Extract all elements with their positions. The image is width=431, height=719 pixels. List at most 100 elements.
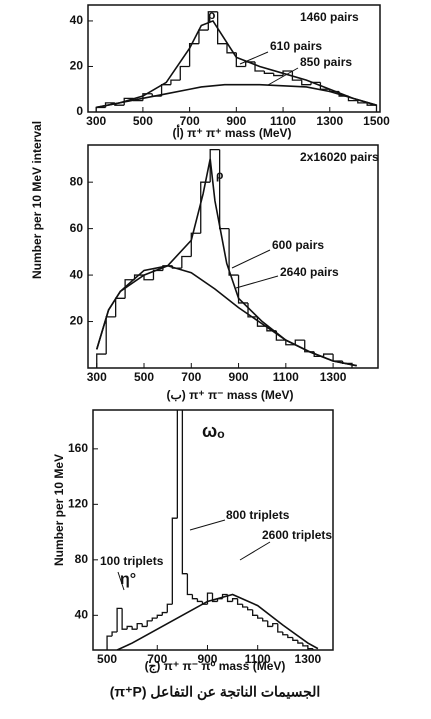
histogram-bar — [297, 640, 303, 644]
x-tick-label: 300 — [86, 114, 106, 128]
histogram-bar — [257, 615, 263, 619]
y-tick-label: 160 — [68, 441, 88, 455]
histogram-bar — [190, 232, 201, 257]
histogram-bar — [216, 11, 227, 45]
histogram-bar — [231, 598, 238, 602]
histogram-bar — [161, 611, 168, 616]
histogram-bar — [287, 634, 293, 639]
y-axis-label: Number per 10 MeV interval — [30, 121, 44, 279]
histogram-bar — [228, 228, 239, 276]
histogram-bar — [115, 297, 126, 317]
x-tick-label: 700 — [180, 114, 200, 128]
histogram-bar — [111, 631, 118, 637]
leader — [235, 275, 279, 289]
fit-curve — [116, 593, 319, 650]
leader — [117, 571, 125, 591]
y-tick-label: 0 — [76, 104, 83, 118]
annotation: 2640 pairs — [280, 265, 339, 279]
x-axis-label: (ب) π⁺ π⁻ mass (MeV) — [166, 388, 293, 402]
histogram-bar — [241, 604, 248, 608]
annotation: 800 triplets — [226, 508, 290, 522]
histogram-bar — [123, 97, 134, 106]
histogram-bar — [366, 102, 378, 112]
histogram-bar — [171, 517, 178, 605]
histogram-bar — [96, 353, 107, 368]
x-tick-label: 300 — [87, 370, 107, 384]
annotation: η° — [120, 571, 136, 588]
x-tick-label: 1500 — [363, 114, 390, 128]
x-tick-label: 1100 — [245, 652, 271, 666]
histogram-bar — [146, 620, 153, 627]
plot-frame — [87, 144, 379, 369]
x-tick-label: 700 — [147, 652, 167, 666]
histogram-bar — [262, 618, 268, 622]
histogram-bar — [285, 340, 296, 346]
histogram-bar — [237, 275, 249, 304]
leader — [189, 519, 226, 531]
annotation: 850 pairs — [300, 55, 352, 69]
histogram-bar — [196, 598, 203, 603]
histogram-bar — [166, 603, 173, 613]
histogram-bar — [272, 622, 278, 627]
annotation: 600 pairs — [272, 238, 324, 252]
x-axis-label: (ج) π⁺ π⁻ π⁰ mass (MeV) — [145, 659, 286, 674]
histogram-bar — [116, 607, 123, 632]
annotation: 100 triplets — [100, 554, 164, 568]
histogram-bar — [121, 608, 128, 630]
histogram-bar — [136, 622, 143, 630]
fit-curve — [95, 264, 357, 367]
histogram-bar — [207, 11, 218, 31]
plot-frame — [92, 409, 334, 651]
y-tick-label: 40 — [75, 607, 89, 621]
x-tick-label: 1100 — [273, 370, 299, 384]
histogram-bar — [332, 354, 343, 362]
histogram-bar — [245, 61, 256, 67]
x-tick-label: 1300 — [295, 652, 322, 666]
histogram-bar — [282, 631, 288, 636]
leader — [239, 51, 269, 65]
y-tick-label: 40 — [70, 13, 84, 27]
histogram-bar — [322, 353, 334, 357]
histogram-bar — [156, 614, 163, 619]
histogram-bar — [252, 609, 258, 616]
histogram-bar — [236, 598, 243, 605]
plot-frame — [87, 4, 381, 113]
histogram-bar — [106, 635, 113, 650]
histogram-bar — [226, 594, 233, 603]
annotation: ρ — [208, 8, 215, 22]
y-tick-label: 80 — [70, 174, 84, 188]
x-tick-label: 900 — [197, 652, 217, 666]
histogram-bar — [198, 29, 209, 44]
x-tick-label: 1300 — [316, 114, 343, 128]
histogram-bar — [277, 623, 283, 633]
annotation: 1460 pairs — [300, 10, 359, 24]
y-tick-label: 120 — [68, 497, 88, 511]
x-tick-label: 700 — [181, 370, 201, 384]
histogram-bar — [95, 106, 106, 112]
histogram-bar — [131, 626, 138, 630]
y-tick-label: 60 — [70, 221, 84, 235]
histogram-bar — [124, 279, 135, 299]
y-tick-label: 40 — [70, 267, 84, 281]
y-axis-label: Number per 10 MeV — [52, 454, 66, 566]
x-tick-label: 1100 — [270, 114, 296, 128]
annotation: ωₒ — [202, 421, 225, 441]
histogram-bar — [191, 594, 198, 600]
histogram-bar — [211, 593, 218, 603]
histogram-bar — [151, 617, 158, 621]
histogram-bar — [301, 80, 312, 86]
x-tick-label: 500 — [97, 652, 117, 666]
annotation: 2x16020 pairs — [300, 150, 379, 164]
histogram-bar — [126, 625, 133, 630]
x-tick-label: 500 — [134, 370, 154, 384]
histogram-bar — [206, 592, 213, 605]
y-tick-label: 80 — [75, 552, 89, 566]
x-axis-label: (أ) π⁺ π⁺ mass (MeV) — [172, 125, 291, 140]
histogram-bar — [292, 637, 298, 641]
histogram-bar — [181, 255, 192, 269]
histogram-bar — [181, 410, 188, 575]
histogram-bar — [143, 275, 154, 281]
histogram-bar — [179, 65, 190, 81]
caption: الجسيمات الناتجة عن التفاعل (π⁺P) — [110, 684, 321, 701]
